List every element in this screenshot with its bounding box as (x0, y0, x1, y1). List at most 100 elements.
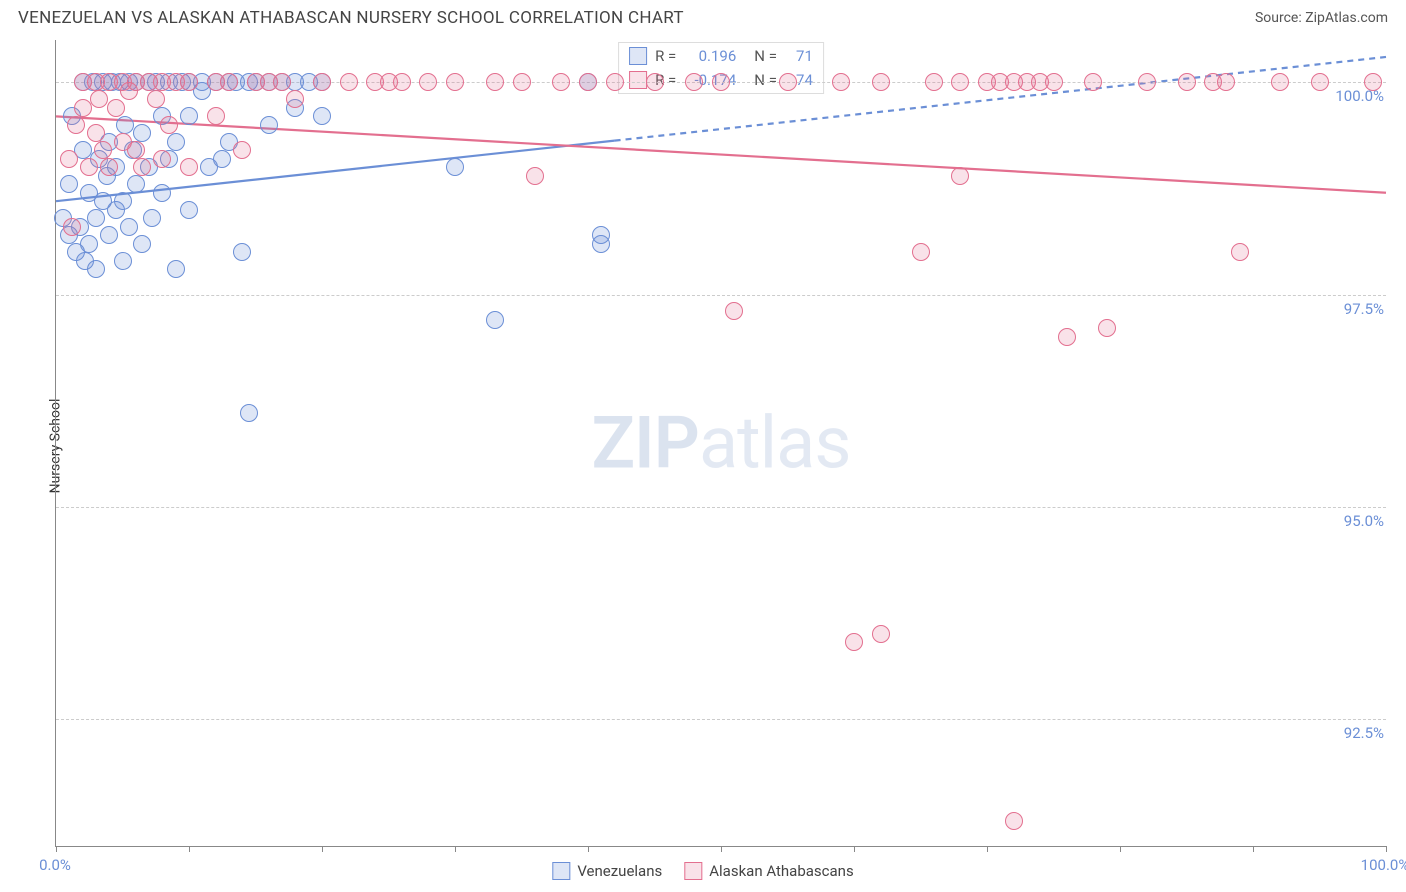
data-point (67, 116, 85, 134)
x-tick-label: 100.0% (1361, 856, 1406, 874)
data-point (94, 141, 112, 159)
data-point (160, 116, 178, 134)
watermark-zip: ZIP (591, 401, 698, 486)
stat-swatch (629, 71, 647, 89)
data-point (133, 124, 151, 142)
data-point (180, 158, 198, 176)
data-point (712, 73, 730, 91)
y-tick-label: 100.0% (1335, 87, 1384, 105)
data-point (153, 184, 171, 202)
legend-swatch (684, 862, 702, 880)
stat-swatch (629, 47, 647, 65)
scatter-chart: ZIPatlas R =0.196N =71R =-0.174N =74 (55, 40, 1386, 847)
data-point (526, 167, 544, 185)
data-point (167, 260, 185, 278)
data-point (845, 633, 863, 651)
data-point (1005, 812, 1023, 830)
watermark-atlas: atlas (699, 401, 851, 486)
legend-label: Venezuelans (577, 862, 662, 880)
source-attribution: Source: ZipAtlas.com (1255, 10, 1388, 26)
data-point (486, 73, 504, 91)
stat-row: R =0.196N =71 (619, 44, 823, 68)
data-point (419, 73, 437, 91)
data-point (87, 124, 105, 142)
x-tick (1253, 846, 1254, 852)
watermark: ZIPatlas (591, 401, 850, 486)
data-point (90, 90, 108, 108)
chart-title: VENEZUELAN VS ALASKAN ATHABASCAN NURSERY… (18, 8, 684, 28)
stat-n-label: N = (754, 68, 777, 92)
data-point (1098, 319, 1116, 337)
stat-r-label: R = (655, 44, 676, 68)
data-point (313, 107, 331, 125)
x-tick (189, 846, 190, 852)
data-point (1271, 73, 1289, 91)
x-tick (987, 846, 988, 852)
data-point (127, 175, 145, 193)
stat-n-label: N = (754, 44, 777, 68)
data-point (87, 260, 105, 278)
data-point (114, 252, 132, 270)
data-point (832, 73, 850, 91)
data-point (1178, 73, 1196, 91)
legend-item: Alaskan Athabascans (684, 862, 853, 880)
x-tick (1386, 846, 1387, 852)
data-point (912, 243, 930, 261)
data-point (725, 302, 743, 320)
data-point (286, 90, 304, 108)
x-tick (455, 846, 456, 852)
data-point (1138, 73, 1156, 91)
data-point (87, 209, 105, 227)
data-point (233, 141, 251, 159)
data-point (446, 158, 464, 176)
data-point (1231, 243, 1249, 261)
data-point (486, 311, 504, 329)
x-tick (1120, 846, 1121, 852)
data-point (80, 235, 98, 253)
gridline (56, 507, 1386, 508)
data-point (951, 73, 969, 91)
gridline (56, 719, 1386, 720)
data-point (220, 73, 238, 91)
data-point (1058, 328, 1076, 346)
data-point (1311, 73, 1329, 91)
data-point (552, 73, 570, 91)
x-tick (56, 846, 57, 852)
data-point (1084, 73, 1102, 91)
stat-n-value: 71 (785, 44, 813, 68)
data-point (100, 226, 118, 244)
data-point (180, 73, 198, 91)
data-point (340, 73, 358, 91)
data-point (180, 107, 198, 125)
y-tick-label: 97.5% (1344, 300, 1384, 318)
x-tick-label: 0.0% (39, 856, 71, 874)
data-point (393, 73, 411, 91)
data-point (606, 73, 624, 91)
data-point (63, 218, 81, 236)
data-point (133, 235, 151, 253)
data-point (116, 116, 134, 134)
data-point (80, 158, 98, 176)
x-tick (721, 846, 722, 852)
data-point (147, 90, 165, 108)
data-point (273, 73, 291, 91)
data-point (167, 133, 185, 151)
data-point (114, 192, 132, 210)
data-point (951, 167, 969, 185)
data-point (233, 243, 251, 261)
data-point (180, 201, 198, 219)
data-point (107, 99, 125, 117)
data-point (240, 404, 258, 422)
legend-label: Alaskan Athabascans (709, 862, 853, 880)
y-tick-label: 95.0% (1344, 512, 1384, 530)
x-tick (588, 846, 589, 852)
data-point (872, 625, 890, 643)
data-point (60, 150, 78, 168)
data-point (133, 158, 151, 176)
source-label: Source: (1255, 10, 1305, 26)
source-name: ZipAtlas.com (1305, 10, 1388, 26)
data-point (313, 73, 331, 91)
data-point (213, 150, 231, 168)
data-point (779, 73, 797, 91)
data-point (60, 175, 78, 193)
